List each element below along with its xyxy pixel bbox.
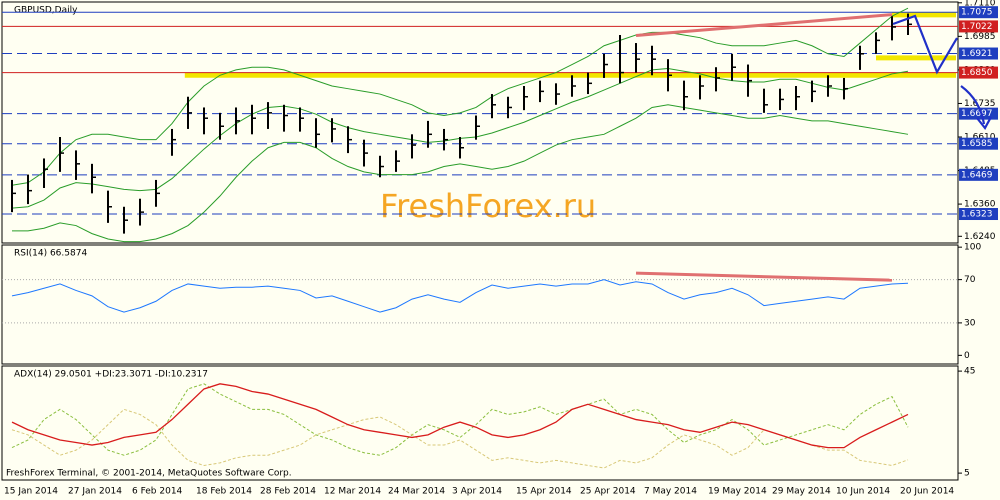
x-tick-label: 25 Apr 2014 [580,487,636,497]
y-tick-label: 0 [964,351,970,361]
x-tick-label: 19 May 2014 [708,487,767,497]
level-label: 1.6921 [961,49,993,59]
level-label-box [959,66,998,79]
adx-panel [1,365,959,481]
arrow-head [976,116,992,130]
x-tick-label: 24 Mar 2014 [388,487,445,497]
level-label-box [959,168,998,181]
level-label-box [959,6,998,19]
level-label: 1.6850 [961,68,993,78]
bollinger-upper [11,7,909,186]
price-panel [1,1,959,244]
y-tick-label: 1.6360 [964,200,996,210]
level-label: 1.6697 [961,109,993,119]
indicator-line [11,383,909,456]
level-label-box [959,107,998,120]
hand-drawn-arrows [892,14,992,130]
trendline [635,271,893,282]
trendline [635,13,893,38]
y-tick-label: 45 [964,367,975,377]
y-tick-label: 1.6985 [964,32,996,42]
x-tick-label: 12 Mar 2014 [324,487,381,497]
footer: FreshForex Terminal, © 2001-2014, MetaQu… [6,469,292,479]
x-tick-label: 18 Feb 2014 [196,487,252,497]
level-label: 1.7075 [961,8,993,18]
x-tick-label: 15 Apr 2014 [516,487,572,497]
level-label-box [959,20,998,33]
y-tick-label: 1.6735 [964,99,996,109]
x-tick-label: 3 Apr 2014 [452,487,502,497]
level-label: 1.7022 [961,22,993,32]
rsi-panel [1,244,959,365]
x-tick-label: 15 Jan 2014 [4,487,58,497]
forecast-arrow [892,14,958,75]
level-label: 1.6469 [961,170,993,180]
watermark: FreshForex.ru [380,187,596,225]
y-tick-label: 5 [964,469,970,479]
bollinger-lower [12,104,909,243]
x-tick-label: 20 Jun 2014 [900,487,954,497]
panel-title: GBPUSD,Daily [14,6,78,16]
level-label: 1.6585 [961,139,993,149]
panel-title: RSI(14) 66.5874 [14,249,87,259]
level-label-box [959,137,998,150]
rsi-line [11,279,909,313]
y-tick-label: 100 [964,243,981,253]
y-tick-label: 70 [964,275,976,285]
y-tick-label: 1.6610 [964,132,996,142]
forecast-arrow [960,85,986,125]
level-label-box [959,47,998,60]
x-tick-label: 29 May 2014 [772,487,831,497]
indicator-line [11,408,909,469]
x-tick-label: 27 Jan 2014 [68,487,122,497]
y-tick-label: 1.6240 [964,232,996,242]
indicator-line [11,383,909,449]
panel-title: ADX(14) 29.0501 +DI:23.3071 -DI:10.2317 [14,370,208,380]
y-tick-label: 1.7110 [964,0,996,8]
level-label-box [959,208,998,221]
x-tick-label: 10 Jun 2014 [836,487,890,497]
level-label: 1.6323 [961,210,993,220]
y-tick-label: 30 [964,318,976,328]
x-tick-label: 28 Feb 2014 [260,487,316,497]
x-tick-label: 7 May 2014 [644,487,697,497]
x-tick-label: 6 Feb 2014 [132,487,183,497]
